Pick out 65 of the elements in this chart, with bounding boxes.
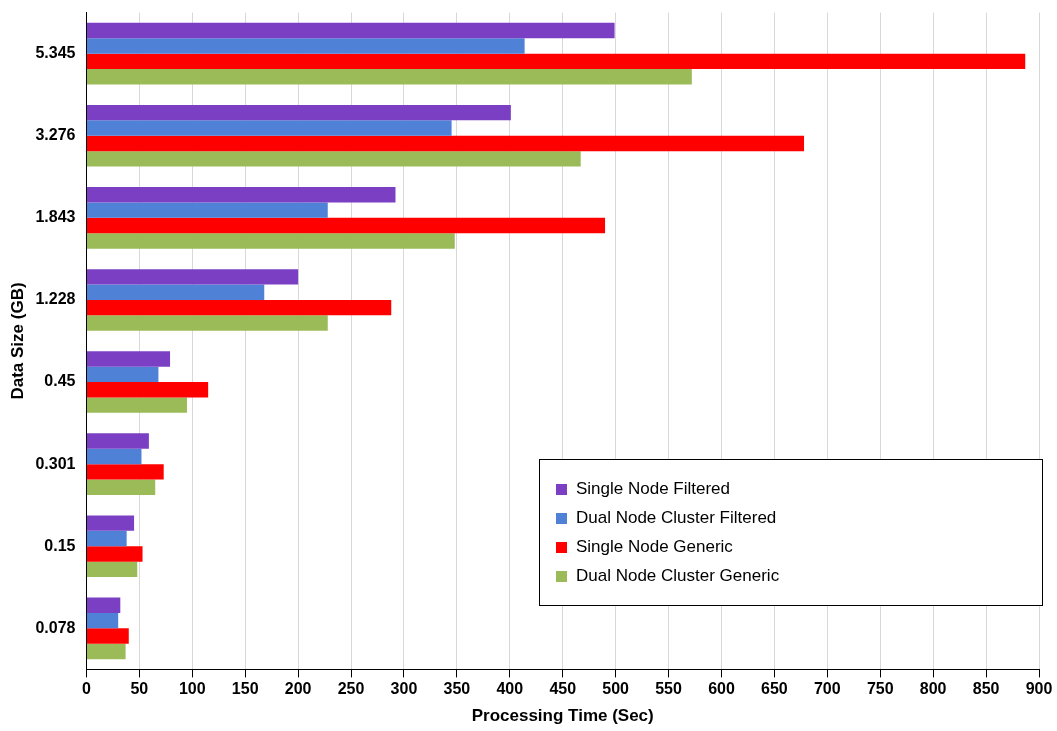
x-tick-label: 200	[284, 680, 312, 698]
bar	[86, 104, 511, 121]
bar	[86, 135, 805, 152]
bar	[86, 38, 525, 54]
bar	[86, 53, 1026, 70]
x-tick-label: 150	[231, 680, 259, 698]
bar	[86, 202, 328, 218]
x-tick-label: 400	[496, 680, 524, 698]
bar	[86, 187, 396, 203]
x-tick-label: 650	[761, 680, 788, 698]
bar	[86, 546, 143, 562]
y-tick-label: 0.15	[44, 536, 76, 554]
bar	[86, 22, 615, 39]
y-tick-label: 1.228	[35, 290, 76, 308]
bar	[86, 351, 171, 367]
bar	[86, 382, 209, 398]
x-axis-title: Processing Time (Sec)	[471, 706, 654, 726]
bar	[86, 233, 455, 249]
bar	[86, 561, 138, 578]
x-tick-label: 750	[866, 680, 894, 698]
bar	[86, 151, 581, 167]
x-tick-label: 300	[390, 680, 418, 698]
bar	[86, 597, 121, 613]
x-tick-label: 500	[602, 680, 630, 698]
legend-label: Dual Node Cluster Generic	[576, 566, 780, 587]
bar	[86, 397, 187, 413]
y-tick-label: 0.45	[44, 372, 76, 390]
y-axis-title: Data Size (GB)	[7, 282, 27, 400]
x-tick-label: 100	[178, 680, 206, 698]
x-tick-label: 0	[81, 680, 91, 698]
x-tick-label: 850	[972, 680, 1000, 698]
bar	[86, 69, 692, 85]
x-tick-label: 50	[130, 680, 149, 698]
x-tick-label: 350	[443, 680, 471, 698]
bar	[86, 284, 265, 300]
bar	[86, 269, 299, 285]
x-tick-label: 550	[655, 680, 682, 698]
bar	[86, 515, 135, 531]
x-tick-label: 250	[337, 680, 365, 698]
y-tick-label: 3.276	[35, 126, 76, 144]
legend-label: Single Node Filtered	[576, 479, 731, 500]
x-tick-label: 450	[549, 680, 577, 698]
bar	[86, 612, 119, 629]
bar	[86, 366, 159, 383]
y-tick-label: 0.078	[35, 618, 76, 636]
x-tick-label: 700	[813, 680, 841, 698]
bar	[86, 448, 142, 465]
bar	[86, 433, 149, 449]
bar	[86, 120, 452, 136]
x-tick-label: 600	[708, 680, 735, 698]
bar	[86, 643, 126, 660]
legend-label: Dual Node Cluster Filtered	[576, 508, 777, 529]
bar	[86, 479, 156, 495]
bar	[86, 299, 392, 316]
y-tick-label: 0.301	[35, 454, 76, 472]
bar	[86, 464, 164, 480]
legend-label: Single Node Generic	[576, 537, 733, 558]
bar	[86, 530, 127, 547]
y-tick-label: 1.843	[35, 208, 76, 226]
x-tick-label: 800	[919, 680, 947, 698]
x-tick-label: 900	[1025, 680, 1053, 698]
bar	[86, 217, 606, 234]
bar	[86, 628, 129, 644]
y-tick-label: 5.345	[35, 44, 76, 62]
bar	[86, 315, 328, 331]
